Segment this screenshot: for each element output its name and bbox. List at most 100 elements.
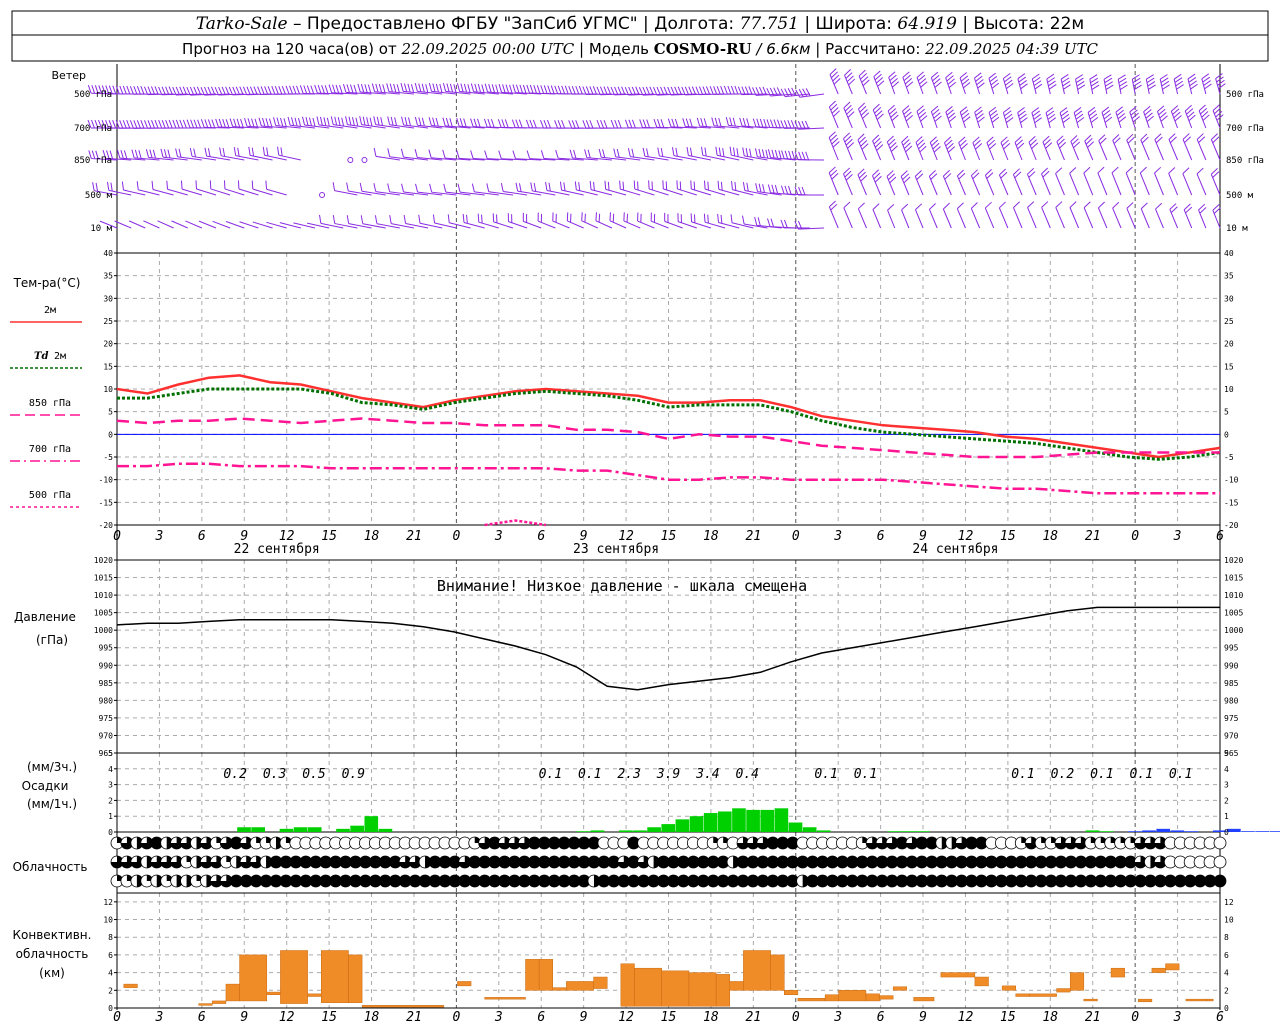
wind-barb (754, 148, 782, 161)
temp-tick-right: 40 (1224, 249, 1234, 258)
cloud-cover-symbol (1014, 874, 1028, 888)
wind-barb-feather (323, 117, 327, 126)
cloud-fill (329, 875, 342, 887)
wind-barb (143, 220, 160, 229)
wind-barb-feather (1196, 133, 1204, 140)
wind-barb-staff (718, 222, 740, 229)
cloud-fill (915, 875, 928, 887)
wind-barb-feather (569, 149, 573, 159)
wind-barb (428, 82, 457, 95)
wind-barb-feather (1089, 113, 1098, 120)
cloud-fill (160, 856, 173, 868)
wind-barb-staff (1159, 79, 1164, 95)
wind-barb-feather (1019, 113, 1027, 120)
convective-bar (1206, 998, 1214, 1002)
wind-barb-feather (794, 186, 799, 196)
convective-bar (838, 990, 867, 1002)
cloud-fill (617, 856, 630, 868)
cloud-fill (687, 856, 700, 868)
wind-barb (566, 212, 584, 229)
wind-barb-feather (889, 142, 897, 149)
wind-barb-feather (1159, 74, 1168, 80)
cloud-fill (379, 875, 392, 887)
wind-barb-feather (749, 148, 752, 158)
cloud-fill (687, 875, 700, 887)
wind-barb-feather (1077, 84, 1086, 90)
wind-barb-feather (1055, 167, 1063, 174)
wind-barb-feather (703, 213, 706, 223)
convective-bar (593, 976, 608, 989)
wind-barb (916, 71, 928, 95)
hour-label-mid: 6 (198, 529, 206, 544)
wind-barb-feather (91, 119, 95, 129)
convective-unit: (км) (39, 966, 65, 980)
cloud-cover-symbol (786, 874, 800, 888)
wind-barb (900, 170, 911, 196)
cloud-cover-symbol (1134, 836, 1147, 850)
wind-barb-feather (1075, 77, 1084, 84)
wind-barb-feather (1004, 76, 1012, 83)
cloud-cover-symbol (1193, 874, 1207, 888)
wind-barb-feather (421, 117, 425, 127)
wind-barb-feather (755, 87, 760, 96)
wind-barb-staff (1210, 174, 1221, 196)
wind-barb-feather (1003, 142, 1011, 150)
wind-barb (703, 213, 726, 229)
hour-label-mid: 21 (406, 529, 422, 544)
wind-barb (974, 106, 985, 129)
wind-barb-feather (337, 117, 341, 126)
wind-barb-staff (361, 190, 386, 196)
precip-bar-rain (816, 830, 831, 832)
wind-barb (569, 149, 598, 161)
wind-barb (129, 86, 160, 95)
cloud-cover-symbol (657, 855, 670, 869)
cloud-cover-symbol (567, 874, 581, 888)
wind-barb-feather (931, 139, 939, 147)
wind-barb-feather (110, 182, 113, 192)
wind-barb-feather (971, 169, 978, 176)
wind-barb-feather (158, 119, 163, 129)
wind-barb-staff (148, 156, 174, 161)
wind-barb-feather (858, 69, 866, 77)
wind-barb-staff (1027, 207, 1037, 229)
wind-barb-feather (989, 143, 997, 150)
wind-barb-feather (844, 69, 852, 76)
wind-barb-feather (1154, 166, 1162, 174)
wind-barb-feather (491, 84, 496, 93)
cloud-fill (786, 856, 799, 868)
wind-barb-feather (140, 86, 145, 95)
hour-label-mid: 12 (618, 529, 634, 544)
wind-barb-feather (204, 147, 208, 157)
wind-barb (1169, 203, 1179, 229)
pressure-tick-left: 1000 (94, 626, 113, 635)
pressure-tick-left: 985 (99, 679, 114, 688)
wind-barb-feather (606, 86, 612, 95)
pressure-tick-left: 975 (99, 714, 114, 723)
wind-barb-feather (776, 119, 781, 128)
temp-tick-left: 15 (103, 362, 113, 371)
precip-unit-1h: (мм/1ч.) (27, 797, 77, 811)
wind-barb (1173, 73, 1184, 95)
wind-barb (114, 220, 132, 229)
hour-label-mid: 12 (958, 529, 974, 544)
wind-barb (729, 146, 754, 161)
wind-barb-feather (1217, 79, 1225, 86)
wind-barb-feather (976, 113, 984, 120)
wind-barb-staff (1014, 142, 1023, 161)
cloud-fill (955, 837, 968, 849)
wind-barb-feather (916, 173, 924, 180)
wind-barb-feather (299, 85, 304, 94)
cloud-cover-symbol (1153, 836, 1167, 850)
wind-barb-feather (627, 148, 631, 157)
precip-3h-label: 0.4 (736, 767, 759, 782)
wind-level-label-right: 500 гПа (1226, 90, 1264, 100)
precip-tick-left: 4 (108, 765, 113, 774)
wind-barb (555, 149, 584, 161)
wind-barb (619, 180, 641, 196)
wind-barb-feather (1183, 203, 1191, 211)
convective-bar (661, 970, 690, 1007)
calc-label: Рассчитано: (825, 40, 925, 58)
precip-3h-label: 0.1 (1129, 767, 1152, 782)
wind-barb-staff (261, 125, 287, 129)
hour-label-bottom: 3 (1173, 1010, 1182, 1024)
